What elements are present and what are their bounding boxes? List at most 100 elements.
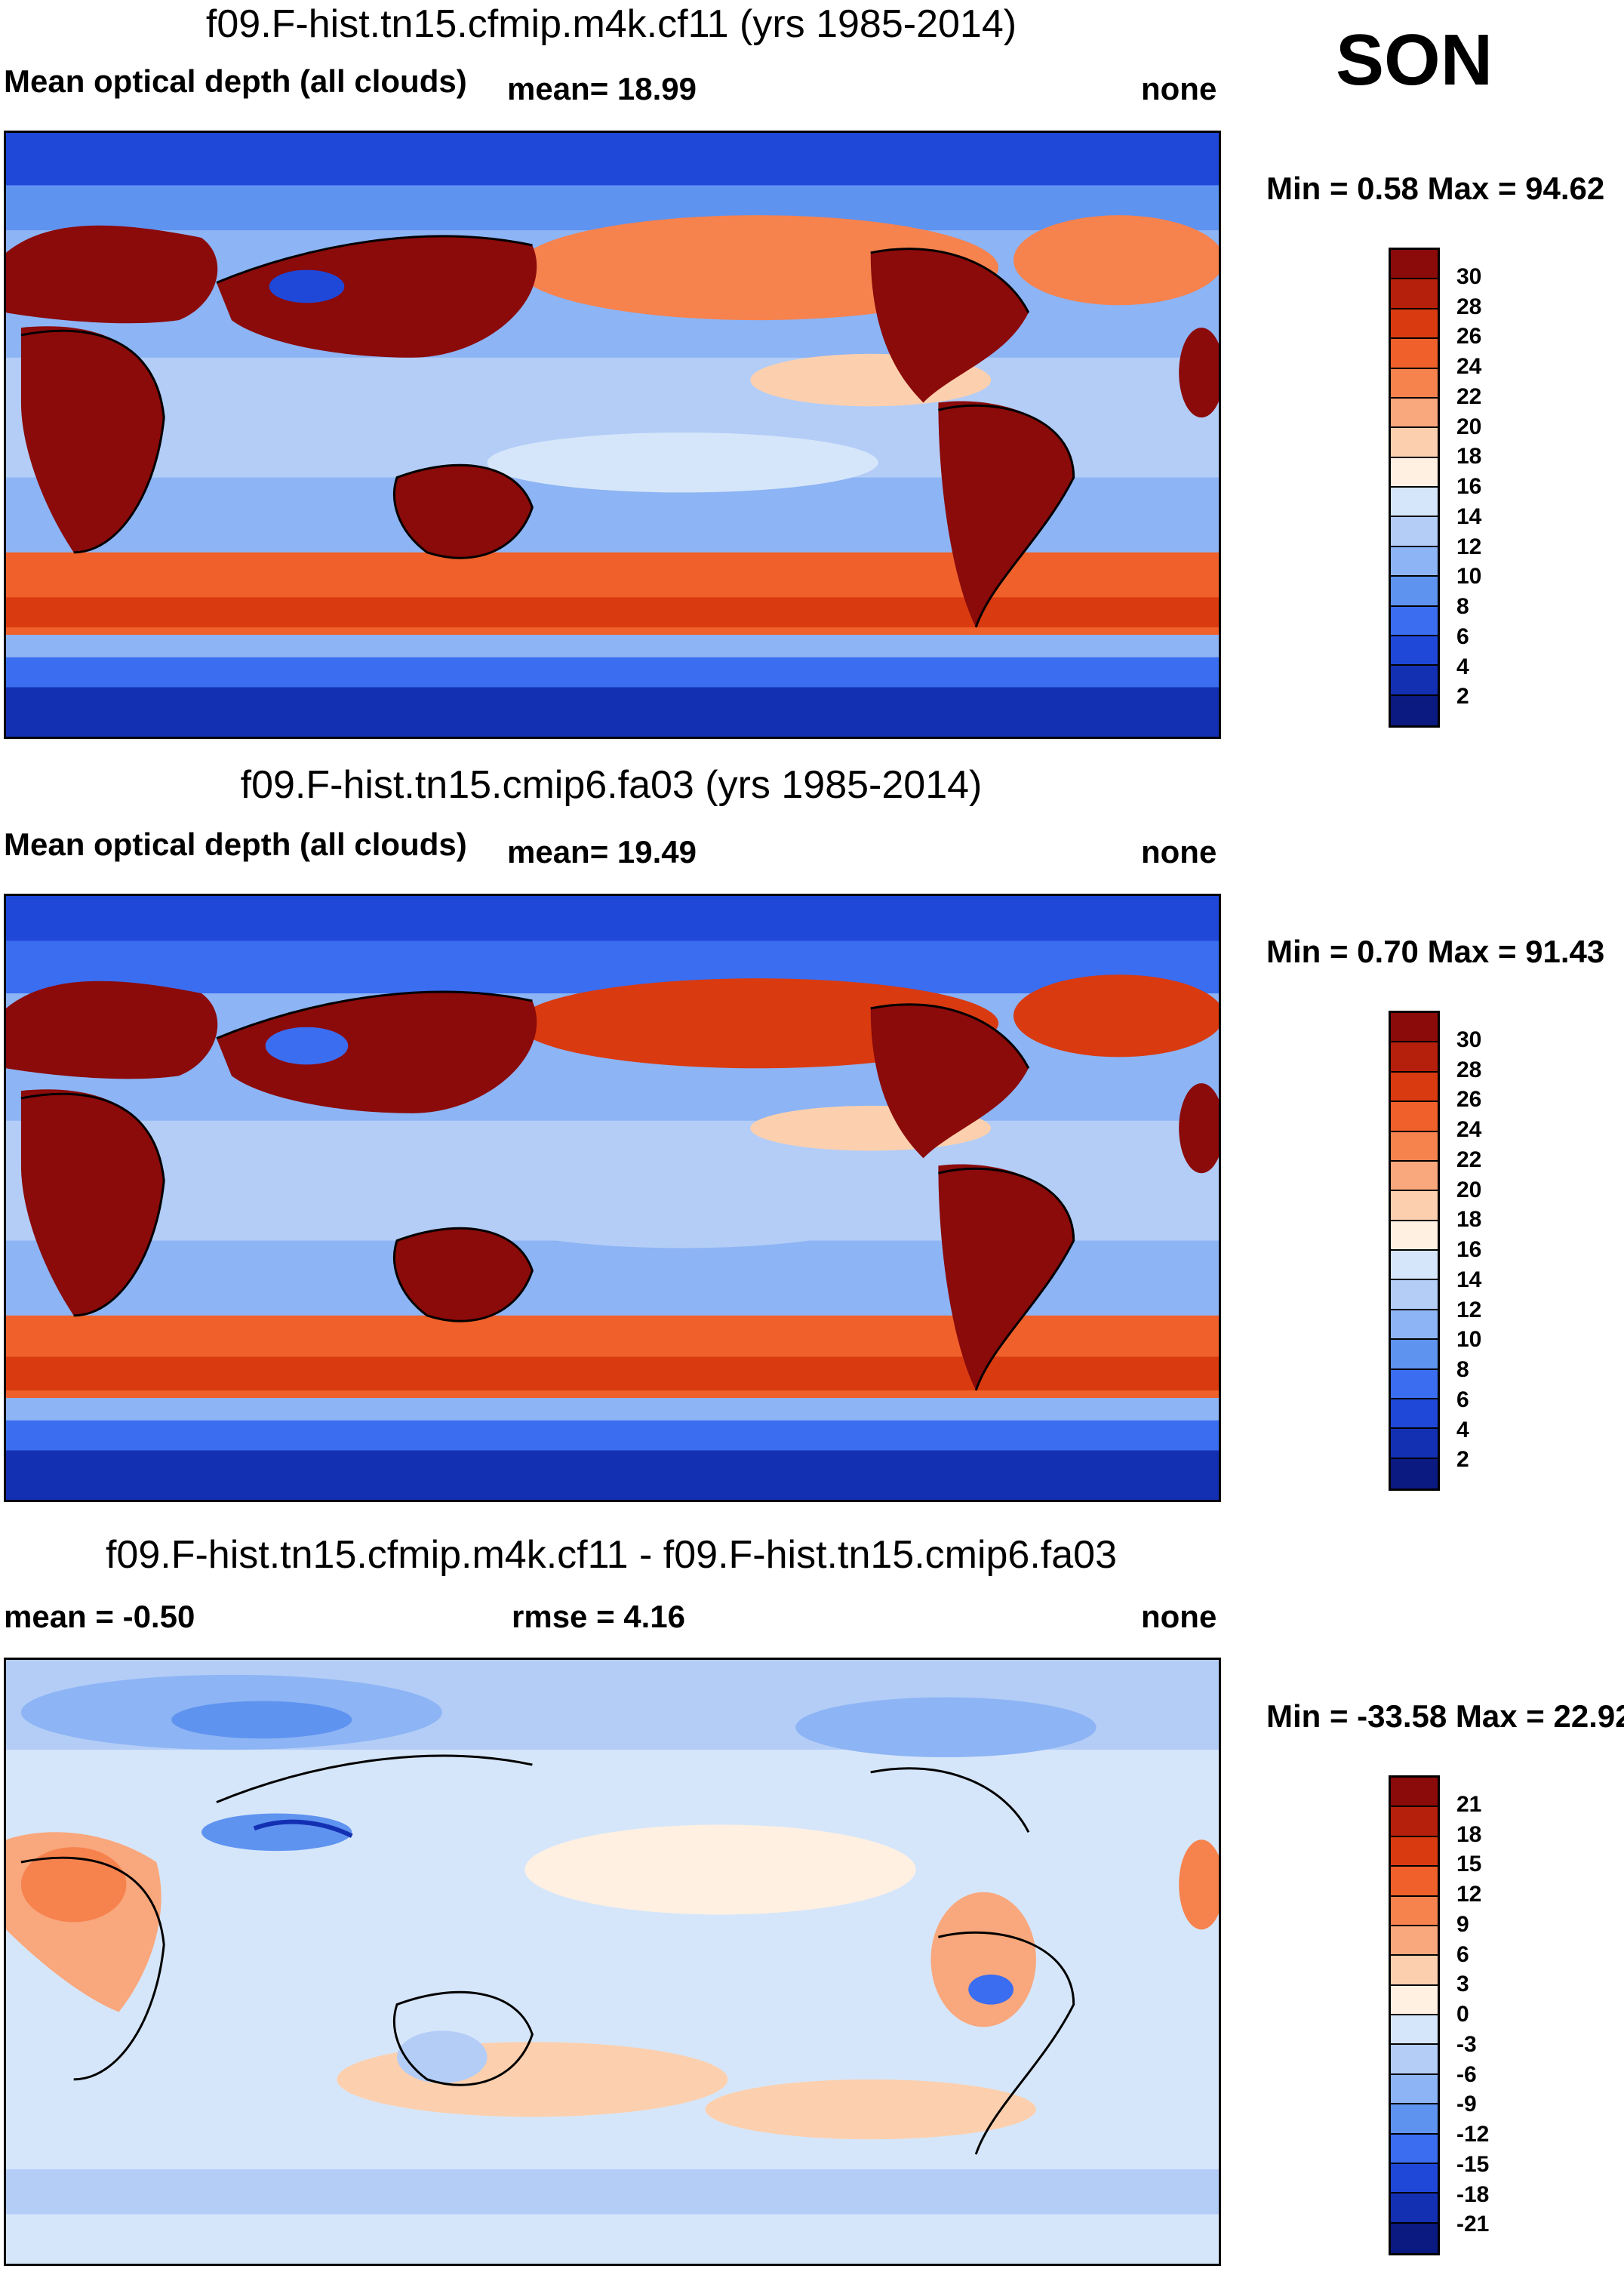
colorbar-tick-label: 15 [1456, 1852, 1482, 1877]
colorbar-swatch [1391, 398, 1438, 429]
colorbar-tick-label: 30 [1456, 1027, 1482, 1052]
colorbar-swatch [1391, 1161, 1438, 1192]
colorbar-swatch [1391, 2015, 1438, 2046]
colorbar-tick-label: 12 [1456, 534, 1482, 559]
colorbar-tick-label: 3 [1456, 1972, 1469, 1997]
colorbar-swatch [1391, 1926, 1438, 1956]
colorbar-tick-label: 12 [1456, 1297, 1482, 1322]
colorbar-swatch [1391, 666, 1438, 696]
colorbar-swatch [1391, 488, 1438, 518]
colorbar-swatch [1391, 1191, 1438, 1221]
colorbar-tick-label: 20 [1456, 414, 1482, 439]
panel-2-title: f09.F-hist.tn15.cmip6.fa03 (yrs 1985-201… [240, 763, 983, 807]
colorbar-swatch [1391, 1896, 1438, 1926]
colorbar-tick-label: 28 [1456, 294, 1482, 319]
panel-2-colorbar-ticks: 30 28 26 24 22 20 18 16 14 12 10 8 6 4 2 [1456, 1011, 1547, 1491]
colorbar-tick-label: 6 [1456, 1387, 1469, 1412]
panel-3-minmax-label: Min = -33.58 Max = 22.92 [1266, 1698, 1624, 1734]
panel-1-colorbar [1389, 248, 1440, 728]
panel-3-rmse-label: rmse = 4.16 [512, 1599, 686, 1634]
panel-3-mean-label: mean = -0.50 [4, 1599, 195, 1634]
colorbar-swatch [1391, 636, 1438, 667]
colorbar-swatch [1391, 2045, 1438, 2075]
colorbar-swatch [1391, 1221, 1438, 1251]
colorbar-tick-label: 6 [1456, 623, 1469, 649]
colorbar-swatch [1391, 2163, 1438, 2194]
colorbar-swatch [1391, 1836, 1438, 1867]
colorbar-tick-label: 22 [1456, 1147, 1482, 1172]
colorbar-swatch [1391, 577, 1438, 607]
colorbar-tick-label: 21 [1456, 1791, 1482, 1817]
panel-2-map [4, 894, 1221, 1502]
colorbar-swatch [1391, 2134, 1438, 2164]
panel-3-map [4, 1658, 1221, 2266]
colorbar-swatch [1391, 2223, 1438, 2253]
colorbar-tick-label: -21 [1456, 2212, 1490, 2237]
panel-3-colorbar [1389, 1775, 1440, 2255]
panel-1-colorbar-ticks: 30 28 26 24 22 20 18 16 14 12 10 8 6 4 2 [1456, 248, 1547, 728]
colorbar-tick-label: -9 [1456, 2092, 1477, 2117]
colorbar-swatch [1391, 309, 1438, 340]
colorbar-swatch [1391, 1251, 1438, 1281]
colorbar-tick-label: 18 [1456, 444, 1482, 469]
colorbar-swatch [1391, 606, 1438, 636]
colorbar-swatch [1391, 1131, 1438, 1162]
panel-2-units-label: none [1141, 834, 1217, 870]
colorbar-swatch [1391, 1807, 1438, 1837]
colorbar-tick-label: 16 [1456, 1237, 1482, 1262]
panel-3-colorbar-ticks: 21 18 15 12 9 6 3 0 -3 -6 -9 -12 -15 -18 -21 [1456, 1775, 1547, 2255]
colorbar-tick-label: 2 [1456, 1447, 1469, 1473]
colorbar-tick-label: 6 [1456, 1941, 1469, 1967]
colorbar-tick-label: 8 [1456, 594, 1469, 619]
panel-1-title: f09.F-hist.tn15.cfmip.m4k.cf11 (yrs 1985… [205, 2, 1017, 46]
colorbar-swatch [1391, 1458, 1438, 1488]
colorbar-tick-label: -3 [1456, 2031, 1477, 2057]
colorbar-swatch [1391, 1102, 1438, 1132]
panel-2-variable-label: Mean optical depth (all clouds) [4, 827, 467, 862]
colorbar-tick-label: 28 [1456, 1057, 1482, 1082]
colorbar-tick-label: 4 [1456, 654, 1469, 679]
colorbar-tick-label: -12 [1456, 2122, 1490, 2147]
colorbar-tick-label: 22 [1456, 383, 1482, 409]
colorbar-tick-label: 26 [1456, 1087, 1482, 1113]
panel-2-map-field [6, 896, 1219, 1500]
colorbar-swatch [1391, 368, 1438, 399]
colorbar-swatch [1391, 1399, 1438, 1430]
colorbar-swatch [1391, 1778, 1438, 1808]
colorbar-tick-label: 24 [1456, 1117, 1482, 1142]
colorbar-swatch [1391, 1310, 1438, 1341]
colorbar-swatch [1391, 1340, 1438, 1370]
colorbar-tick-label: 10 [1456, 564, 1482, 590]
colorbar-swatch [1391, 517, 1438, 547]
colorbar-tick-label: 18 [1456, 1207, 1482, 1233]
colorbar-swatch [1391, 1867, 1438, 1897]
panel-1-units-label: none [1141, 71, 1217, 106]
colorbar-tick-label: 20 [1456, 1177, 1482, 1202]
panel-3-map-field [6, 1660, 1219, 2264]
colorbar-swatch [1391, 457, 1438, 488]
colorbar-tick-label: 14 [1456, 1267, 1482, 1292]
colorbar-tick-label: 16 [1456, 474, 1482, 499]
colorbar-swatch [1391, 1042, 1438, 1073]
colorbar-swatch [1391, 1013, 1438, 1043]
colorbar-swatch [1391, 250, 1438, 280]
panel-1-map-field [6, 133, 1219, 737]
colorbar-swatch [1391, 339, 1438, 369]
panel-1-variable-label: Mean optical depth (all clouds) [4, 63, 467, 99]
panel-2-minmax-label: Min = 0.70 Max = 91.43 [1266, 934, 1605, 969]
panel-1-map [4, 131, 1221, 739]
colorbar-swatch [1391, 2074, 1438, 2105]
colorbar-swatch [1391, 1956, 1438, 1986]
colorbar-tick-label: 2 [1456, 684, 1469, 710]
colorbar-tick-label: -18 [1456, 2181, 1490, 2207]
colorbar-swatch [1391, 1280, 1438, 1310]
colorbar-tick-label: 9 [1456, 1911, 1469, 1937]
colorbar-tick-label: -6 [1456, 2061, 1477, 2087]
panel-2-colorbar [1389, 1011, 1440, 1491]
colorbar-swatch [1391, 1429, 1438, 1459]
colorbar-swatch [1391, 1369, 1438, 1399]
colorbar-tick-label: 18 [1456, 1821, 1482, 1847]
panel-2-mean-label: mean= 19.49 [507, 834, 697, 870]
panel-3-units-label: none [1141, 1599, 1217, 1634]
colorbar-swatch [1391, 2193, 1438, 2224]
